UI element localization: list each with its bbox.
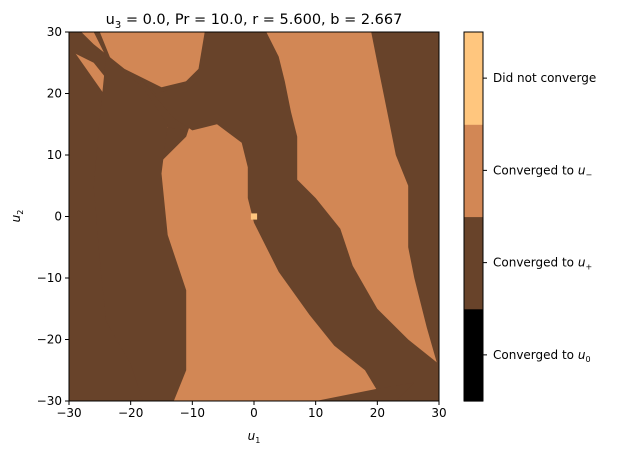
heatmap-plot-area: [68, 31, 440, 402]
heatmap-region-6: [371, 32, 439, 371]
x-tick-label: 30: [431, 406, 446, 420]
heatmap-region-5: [315, 382, 415, 401]
y-tick-label: 10: [47, 148, 62, 162]
colorbar-label: Did not converge: [493, 71, 596, 85]
colorbar-frame: [463, 31, 484, 402]
x-tick-label: −20: [118, 406, 143, 420]
y-tick-label: 0: [54, 210, 62, 224]
heatmap-region-3: [93, 32, 187, 401]
colorbar-segment: [464, 308, 483, 402]
x-tick-label: −30: [56, 406, 81, 420]
colorbar-segment: [464, 216, 483, 310]
y-tick-label: 20: [47, 87, 62, 101]
x-tick-label: −10: [180, 406, 205, 420]
x-tick-label: 20: [370, 406, 385, 420]
colorbar-segment: [464, 32, 483, 125]
x-tick-label: 0: [250, 406, 258, 420]
colorbar-label: Converged to u−: [493, 163, 592, 179]
colorbar-label: Converged to u+: [493, 256, 592, 272]
colorbar-label: Converged to u0: [493, 348, 591, 364]
chart-title: u3 = 0.0, Pr = 10.0, r = 5.600, b = 2.66…: [106, 12, 403, 31]
y-tick-label: −20: [37, 333, 62, 347]
colorbar-segment: [464, 124, 483, 218]
y-tick-label: 30: [47, 25, 62, 39]
heatmap-region-4: [136, 32, 439, 401]
colorbar: Converged to u0 Converged to u+ Converged …: [463, 31, 596, 402]
heatmap-cell-1: [250, 213, 258, 220]
x-axis-label: u1: [248, 429, 261, 445]
y-tick-label: −30: [37, 394, 62, 408]
y-tick-label: −10: [37, 271, 62, 285]
y-axis-label: u2: [9, 210, 25, 223]
x-tick-label: 10: [308, 406, 323, 420]
